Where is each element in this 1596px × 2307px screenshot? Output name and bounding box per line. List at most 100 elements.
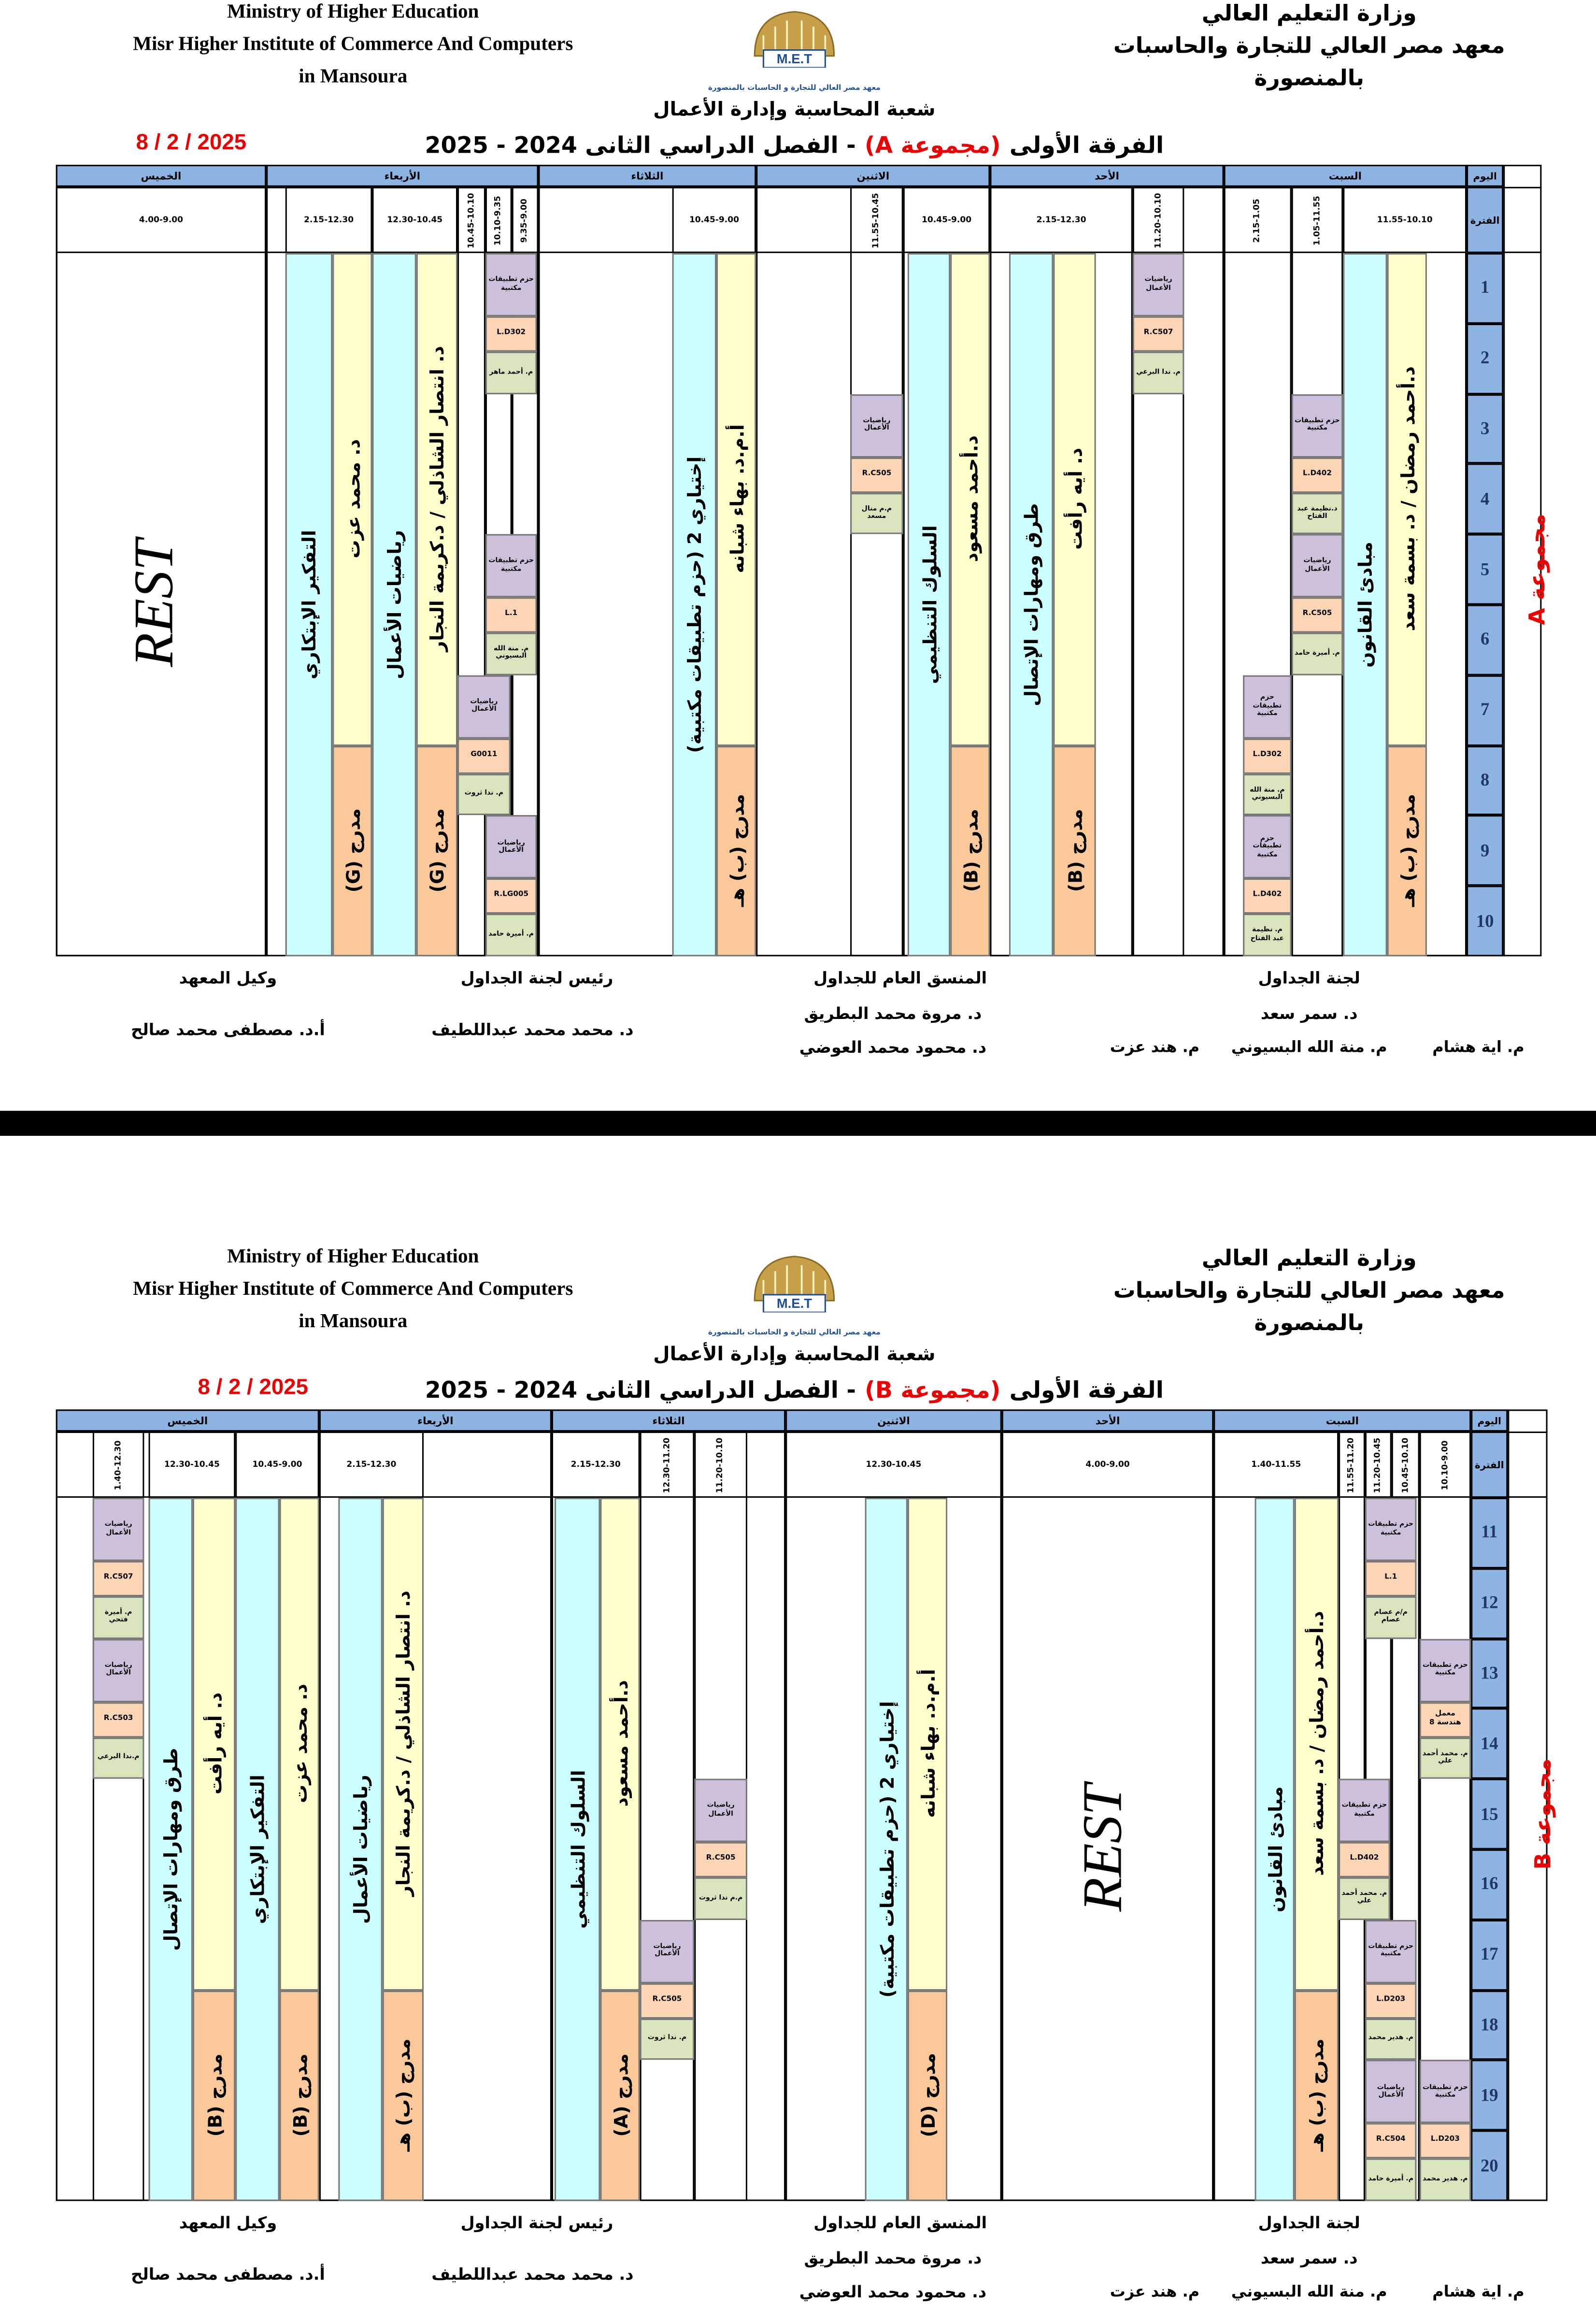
arabic-header-line: بالمنصورة: [1254, 64, 1365, 91]
course-strip-text: التفكير الإبتكاري: [298, 530, 320, 680]
sheet-title: الفرقة الأولى (مجموعة B) - الفصل الدراسي ا…: [421, 1377, 1168, 1404]
lab-teacher: م. منة الله البسيوني: [1243, 773, 1292, 816]
course-strip-text: مدرج (B): [203, 2054, 225, 2137]
lab-room: L.D203: [1365, 1983, 1417, 2019]
period-column: [850, 186, 903, 957]
day-header: الخميس: [56, 1409, 319, 1432]
course-strip: د. أيه رأفت: [1053, 253, 1096, 745]
lab-room: L.1: [1365, 1561, 1417, 1596]
committee-member: م. اية هشام: [1432, 2283, 1525, 2301]
lab-subject: حزم تطبيقات مكتبية: [485, 253, 537, 316]
department: شعبة المحاسبة وإدارة الأعمال: [653, 1344, 936, 1366]
arabic-header-line: وزارة التعليم العالي: [1201, 1245, 1417, 1272]
course-strip-text: السلوك التنظيمي: [918, 525, 940, 684]
lab-room: G0011: [457, 738, 511, 774]
lab-room: L.D402: [1339, 1842, 1390, 1878]
lab-room: R.C505: [694, 1842, 747, 1878]
course-strip: د.أحمد مسعود: [950, 253, 990, 745]
logo-caption: معهد مصر العالي للتجارة و الحاسبات بالمن…: [708, 1328, 881, 1338]
period-label: 2.15-12.30: [570, 1460, 621, 1469]
row-number: 20: [1471, 2131, 1508, 2201]
english-header-line: Ministry of Higher Education: [227, 0, 479, 22]
day-header: الأحد: [990, 165, 1224, 187]
row-number: 15: [1471, 1779, 1508, 1849]
day-header: الاثنين: [785, 1409, 1002, 1432]
lab-subject: رياضيات الأعمال: [92, 1498, 144, 1562]
period-label: 10.45-9.00: [689, 215, 739, 225]
logo-dome: [754, 1256, 835, 1313]
separator-band: [0, 1111, 1596, 1136]
period-column: [457, 186, 485, 957]
row-number: 3: [1467, 393, 1504, 464]
lab-room: R.C507: [1132, 316, 1184, 352]
lab-room: R.C503: [92, 1702, 144, 1737]
period-column: [640, 1431, 695, 2201]
corner-period: الفترة: [1467, 186, 1504, 253]
period-label: 10.45-9.00: [922, 215, 972, 225]
course-strip-text: د.أحمد مسعود: [609, 1680, 631, 1807]
course-strip-text: أ.م.د. بهاء شبانه: [916, 1669, 939, 1819]
row-number: 19: [1471, 2060, 1508, 2131]
logo-text: M.E.T: [776, 51, 812, 67]
title-part: - الفصل الدراسي الثانى 2024 - 2025: [425, 1377, 856, 1404]
group-label: مجموعة A: [1524, 514, 1551, 626]
rest-label: REST: [1072, 1784, 1134, 1912]
lab-room: معمل هندسة 8: [1419, 1702, 1471, 1737]
lab-room: R.C504: [1365, 2123, 1417, 2159]
committee-member: م. هند عزت: [1110, 1038, 1200, 1057]
row-number: 17: [1471, 1920, 1508, 1990]
period-label: 12.30-10.45: [387, 215, 443, 225]
lab-teacher: م. أميرة حامد: [1365, 2159, 1417, 2201]
course-strip: التفكير الإبتكاري: [235, 1498, 280, 2201]
lab-teacher: م. نظيمة عبد الفتاح: [1243, 914, 1292, 957]
day-header: الثلاثاء: [551, 1409, 786, 1432]
course-strip: مدرج (ب) هـ: [1387, 745, 1427, 957]
lab-teacher: م. هدير محمد: [1365, 2018, 1417, 2061]
course-strip-text: مدرج (ب) هـ: [392, 2039, 414, 2152]
course-strip-text: مبادئ القانون: [1263, 1786, 1286, 1913]
committee-title: لجنة الجداول: [1258, 969, 1360, 988]
coordinator-name: د. محمود محمد العوضي: [799, 1038, 987, 1057]
coordinator-title: المنسق العام للجداول: [813, 2213, 987, 2233]
course-strip-text: مدرج (ب) هـ: [1305, 2039, 1328, 2152]
period-label: 11.20-10.45: [1374, 1437, 1383, 1492]
period-label: 2.15-12.30: [1036, 215, 1086, 225]
lab-teacher: م.م منال مسعد: [850, 492, 903, 534]
course-strip: أ.م.د. بهاء شبانه: [907, 1498, 948, 1990]
corner-day: اليوم: [1467, 165, 1504, 187]
english-header-line: in Mansoura: [299, 64, 408, 87]
arabic-header-line: معهد مصر العالي للتجارة والحاسبات: [1113, 1277, 1505, 1304]
lab-room: L.D402: [1243, 879, 1292, 914]
course-strip-text: مدرج (B): [959, 809, 982, 892]
course-strip-text: د. انتصار الشاذلي / د.كريمة النجار: [426, 346, 448, 652]
course-strip: د. انتصار الشاذلي / د.كريمة النجار: [382, 1498, 424, 1990]
period-column: [92, 1431, 144, 2201]
course-strip: مدرج (B): [279, 1990, 319, 2201]
lab-teacher: م. منة الله البسيوني: [485, 632, 537, 675]
period-column: [56, 186, 267, 957]
row-number: 8: [1467, 745, 1504, 816]
lab-teacher: م. هدير محمد: [1419, 2159, 1471, 2201]
course-strip: د. محمد عزت: [332, 253, 372, 745]
lab-teacher: م.ندا البرعي: [92, 1736, 144, 1779]
lab-subject: حزم تطبيقات مكتبية: [1291, 393, 1343, 457]
period-label: 1.40-11.55: [1251, 1460, 1301, 1469]
title-part: الفرقة الأولى: [1009, 1377, 1164, 1404]
course-strip-text: رياضيات الأعمال: [383, 530, 405, 680]
day-header: السبت: [1213, 1409, 1471, 1432]
english-header-line: in Mansoura: [299, 1309, 408, 1332]
period-label: 10.45-9.00: [252, 1460, 302, 1469]
course-strip-text: التفكير الإبتكاري: [246, 1775, 269, 1924]
period-label: 12.30-11.20: [662, 1437, 672, 1492]
day-header: الاثنين: [756, 165, 990, 187]
period-label: 11.20-10.10: [716, 1437, 726, 1492]
row-number: 16: [1471, 1849, 1508, 1920]
corner-period: الفترة: [1471, 1431, 1508, 1498]
committee-member: م. منة الله البسيوني: [1231, 2283, 1387, 2301]
lab-room: L.D302: [485, 316, 537, 352]
course-strip-text: طرق ومهارات الإتصال: [159, 1748, 182, 1951]
row-number: 7: [1467, 675, 1504, 745]
title-part: (مجموعة A): [865, 132, 1001, 159]
period-label: 1.05-11.55: [1312, 195, 1322, 245]
group-label: مجموعة B: [1529, 1758, 1556, 1870]
